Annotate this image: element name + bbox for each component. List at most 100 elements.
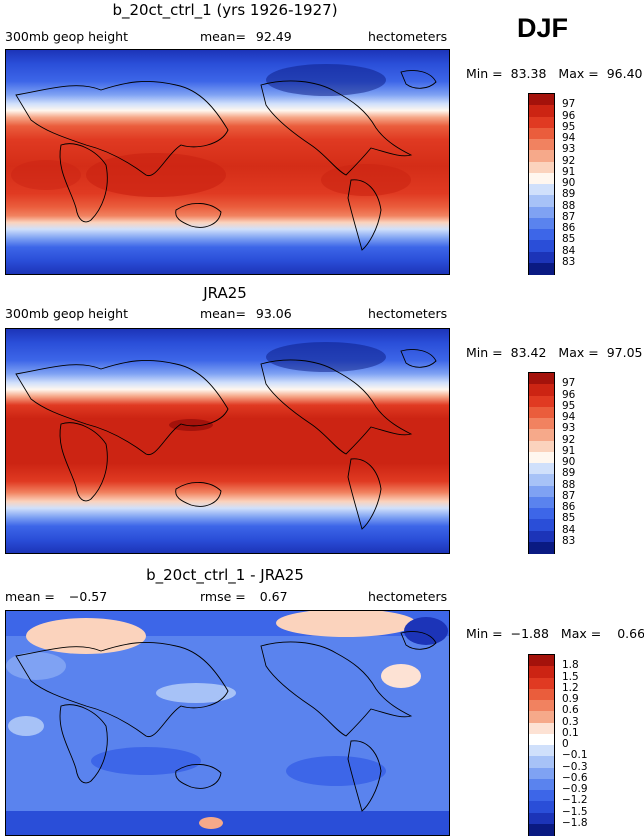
panel-2-mean-value: 93.06 bbox=[255, 306, 292, 321]
colorbar-swatch bbox=[529, 94, 554, 106]
colorbar-swatch bbox=[529, 206, 554, 219]
colorbar-swatch bbox=[529, 474, 554, 486]
panel-2-colorbar bbox=[528, 372, 555, 554]
colorbar-tick-label: 0 bbox=[562, 738, 569, 750]
colorbar-tick-label: 88 bbox=[562, 199, 576, 212]
panel-2-units: hectometers bbox=[368, 306, 448, 321]
season-label: DJF bbox=[517, 13, 569, 43]
colorbar-swatch bbox=[529, 485, 554, 498]
colorbar-tick-label: 92 bbox=[562, 433, 576, 446]
panel-3-title: b_20ct_ctrl_1 - JRA25 bbox=[146, 566, 304, 584]
colorbar-tick-label: 0.9 bbox=[562, 693, 579, 705]
colorbar-tick-label: 0.6 bbox=[562, 704, 579, 717]
panel-3-min-value: −1.88 bbox=[510, 626, 549, 641]
panel-3-colorbar bbox=[528, 654, 555, 836]
colorbar-tick-label: −0.9 bbox=[562, 783, 588, 795]
colorbar-swatch bbox=[529, 711, 554, 723]
colorbar-tick-label: 88 bbox=[562, 478, 576, 491]
colorbar-tick-label: 93 bbox=[562, 143, 576, 156]
colorbar-swatch bbox=[529, 139, 554, 151]
panel-3-mean: mean = −0.57 bbox=[5, 589, 107, 604]
colorbar-tick-label: 85 bbox=[562, 233, 576, 246]
panel-2-title: JRA25 bbox=[203, 284, 247, 302]
panel-3-map bbox=[5, 610, 450, 836]
panel-3-mean-label: mean = bbox=[5, 589, 55, 604]
colorbar-tick-label: 91 bbox=[562, 444, 576, 457]
colorbar-tick-label: −1.2 bbox=[562, 794, 588, 807]
panel-3-minmax: Min = −1.88 Max = 0.66 bbox=[466, 626, 644, 641]
colorbar-swatch bbox=[529, 677, 554, 690]
colorbar-swatch bbox=[529, 172, 554, 185]
colorbar-tick-label: 86 bbox=[562, 222, 576, 234]
panel-1-max-value: 96.40 bbox=[606, 66, 643, 81]
colorbar-swatch bbox=[529, 217, 554, 230]
colorbar-swatch bbox=[529, 262, 554, 275]
colorbar-tick-label: −1.8 bbox=[562, 816, 588, 829]
colorbar-swatch bbox=[529, 767, 554, 780]
colorbar-swatch bbox=[529, 733, 554, 746]
panel-2-map bbox=[5, 328, 450, 554]
colorbar-swatch bbox=[529, 373, 554, 385]
colorbar-tick-label: −0.3 bbox=[562, 760, 588, 773]
panel-2-min-label: Min = bbox=[466, 345, 503, 360]
colorbar-swatch bbox=[529, 688, 554, 701]
colorbar-swatch bbox=[529, 801, 554, 813]
colorbar-tick-label: 84 bbox=[562, 523, 576, 536]
colorbar-tick-label: −0.1 bbox=[562, 749, 588, 762]
colorbar-swatch bbox=[529, 666, 554, 678]
colorbar-swatch bbox=[529, 161, 554, 174]
colorbar-swatch bbox=[529, 229, 554, 241]
colorbar-swatch bbox=[529, 384, 554, 396]
colorbar-tick-label: 95 bbox=[562, 399, 576, 412]
colorbar-swatch bbox=[529, 418, 554, 430]
panel-1-minmax: Min = 83.38 Max = 96.40 bbox=[466, 66, 642, 81]
panel-2-max-label: Max = bbox=[558, 345, 599, 360]
panel-3-max-value: 0.66 bbox=[617, 626, 644, 641]
colorbar-swatch bbox=[529, 508, 554, 520]
colorbar-swatch bbox=[529, 127, 554, 140]
colorbar-tick-label: 97 bbox=[562, 377, 576, 390]
colorbar-swatch bbox=[529, 195, 554, 207]
colorbar-tick-label: 1.5 bbox=[562, 670, 579, 683]
colorbar-tick-label: 84 bbox=[562, 244, 576, 257]
colorbar-tick-label: 94 bbox=[562, 411, 576, 423]
colorbar-swatch bbox=[529, 116, 554, 129]
panel-1-min-value: 83.38 bbox=[510, 66, 547, 81]
colorbar-swatch bbox=[529, 463, 554, 475]
panel-1-units: hectometers bbox=[368, 29, 448, 44]
colorbar-swatch bbox=[529, 519, 554, 531]
panel-3-max-label: Max = bbox=[560, 626, 602, 641]
colorbar-swatch bbox=[529, 790, 554, 802]
panel-3-mean-value: −0.57 bbox=[68, 589, 108, 604]
colorbar-tick-label: 90 bbox=[562, 456, 576, 468]
panel-2-variable: 300mb geop height bbox=[5, 306, 128, 321]
colorbar-tick-label: 89 bbox=[562, 188, 576, 201]
panel-1-min-label: Min = bbox=[466, 66, 503, 81]
panel-1-max-label: Max = bbox=[558, 66, 599, 81]
colorbar-tick-label: 0.1 bbox=[562, 726, 579, 739]
panel-2-mean-label: mean= bbox=[200, 306, 246, 321]
panel-1-mean: mean= 92.49 bbox=[200, 29, 292, 44]
colorbar-swatch bbox=[529, 429, 554, 441]
colorbar-tick-label: 83 bbox=[562, 255, 576, 268]
colorbar-swatch bbox=[529, 541, 554, 554]
colorbar-tick-label: 0.3 bbox=[562, 715, 579, 728]
panel-2-min-value: 83.42 bbox=[510, 345, 547, 360]
colorbar-swatch bbox=[529, 756, 554, 768]
colorbar-tick-label: 90 bbox=[562, 177, 576, 189]
colorbar-swatch bbox=[529, 240, 554, 252]
panel-1-map bbox=[5, 49, 450, 275]
panel-2-minmax: Min = 83.42 Max = 97.05 bbox=[466, 345, 642, 360]
colorbar-tick-label: −1.5 bbox=[562, 805, 588, 818]
colorbar-swatch bbox=[529, 530, 554, 543]
colorbar-swatch bbox=[529, 745, 554, 757]
panel-1-variable: 300mb geop height bbox=[5, 29, 128, 44]
colorbar-tick-label: 1.2 bbox=[562, 681, 579, 694]
colorbar-tick-label: −0.6 bbox=[562, 771, 588, 784]
panel-2-max-value: 97.05 bbox=[606, 345, 643, 360]
panel-2-mean: mean= 93.06 bbox=[200, 306, 292, 321]
panel-1-mean-value: 92.49 bbox=[255, 29, 292, 44]
panel-3-rmse-value: 0.67 bbox=[259, 589, 288, 604]
colorbar-swatch bbox=[529, 440, 554, 453]
colorbar-tick-label: 1.8 bbox=[562, 659, 579, 672]
